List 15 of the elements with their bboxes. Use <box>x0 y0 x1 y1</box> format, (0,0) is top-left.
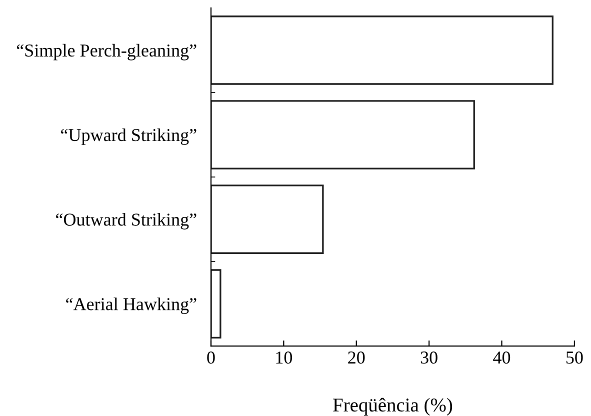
x-tick-label: 40 <box>493 351 510 364</box>
bar <box>210 269 222 338</box>
x-tick-label: 20 <box>348 351 365 364</box>
bar <box>210 16 554 85</box>
bar <box>210 184 324 254</box>
x-tick-label: 0 <box>207 351 215 364</box>
bar <box>210 100 475 170</box>
x-tick-label: 10 <box>276 351 292 364</box>
x-axis-title: Freqüência (%) <box>333 398 452 416</box>
y-tick-label: “Aerial Hawking” <box>66 298 196 314</box>
x-tick-label: 30 <box>420 351 438 364</box>
x-tick-label: 50 <box>566 351 583 364</box>
y-tick-label: “Outward Striking” <box>56 213 196 230</box>
y-tick-label: “Simple Perch-gleaning” <box>16 44 196 60</box>
y-tick-label: “Upward Striking” <box>61 128 196 145</box>
